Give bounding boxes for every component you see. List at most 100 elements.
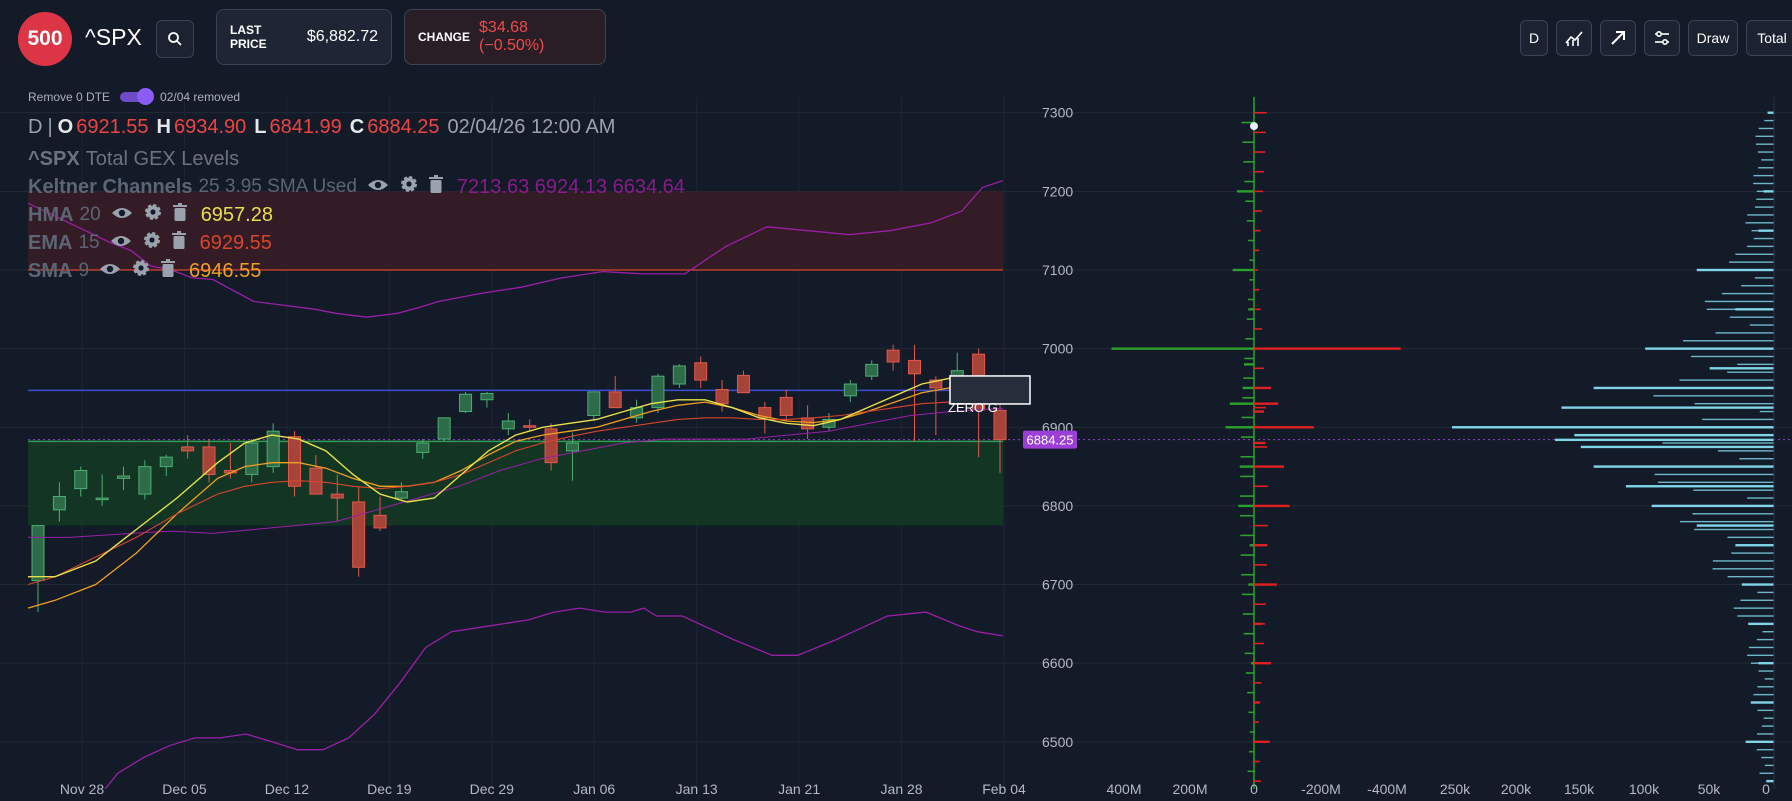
volume-x-tick-label: 50k (1698, 781, 1722, 797)
x-tick-label: Dec 12 (265, 781, 310, 797)
legend-ema[interactable]: EMA 15 6929.55 (28, 230, 272, 256)
legend-keltner[interactable]: Keltner Channels 25 3.95 SMA Used 7213.6… (28, 174, 685, 200)
candle-body (608, 391, 622, 409)
x-tick-label: Dec 05 (162, 781, 207, 797)
gex-negative-bar (1254, 505, 1268, 507)
gex-positive-bar (1243, 377, 1254, 379)
volume-bar (1737, 363, 1774, 366)
gex-positive-bar (1249, 731, 1254, 733)
arrow-up-right-icon (1611, 31, 1625, 45)
y-tick-label: 7100 (1042, 262, 1073, 278)
gex-positive-bar (1242, 613, 1254, 615)
gex-positive-bar (1238, 504, 1254, 508)
search-button[interactable] (156, 20, 194, 58)
candle-body (651, 375, 665, 409)
gex-positive-bar (1241, 121, 1254, 124)
volume-bar (1704, 300, 1774, 303)
gex-negative-bar (1254, 701, 1261, 704)
last-price-box: LAST PRICE $6,882.72 (216, 9, 392, 65)
gex-negative-bar (1254, 485, 1268, 488)
keltner-lower-line (104, 607, 1004, 790)
gex-positive-bar (1248, 583, 1254, 586)
sma-value: 6946.55 (189, 259, 262, 282)
volume-bar (1767, 111, 1774, 114)
volume-bar (1712, 568, 1774, 570)
volume-bar (1682, 340, 1774, 342)
gex-positive-bar (1240, 455, 1254, 458)
candle-body (181, 446, 195, 452)
gex-positive-bar (1244, 652, 1254, 655)
ticker-symbol[interactable]: ^SPX (85, 24, 142, 50)
volume-bar (1750, 583, 1774, 586)
gex-negative-bar (1254, 269, 1259, 271)
volume-bar (1758, 670, 1774, 672)
eye-icon[interactable] (110, 232, 132, 255)
volume-bar (1654, 473, 1774, 476)
volume-x-tick-label: 100k (1629, 781, 1660, 797)
low-label: L (254, 116, 267, 138)
gex-negative-bar (1254, 347, 1264, 350)
draw-button[interactable]: Draw (1688, 20, 1738, 56)
brand-logo[interactable]: 500 (18, 12, 72, 66)
volume-bar (1696, 268, 1774, 272)
gear-icon[interactable] (143, 202, 163, 228)
gex-negative-bar (1254, 564, 1268, 566)
trash-icon[interactable] (171, 231, 186, 255)
gex-negative-bar (1254, 328, 1262, 330)
volume-bar (1741, 285, 1774, 287)
trendline-button[interactable] (1600, 20, 1636, 56)
close-label: C (349, 116, 365, 138)
legend-hma[interactable]: HMA 20 6957.28 (28, 202, 273, 228)
volume-bar (1694, 402, 1774, 405)
sma-line (27, 387, 1004, 609)
volume-bar (1727, 575, 1774, 578)
gex-negative-bar (1254, 402, 1279, 405)
volume-bar (1561, 406, 1774, 409)
trash-icon[interactable] (428, 175, 443, 199)
volume-bar (1755, 143, 1774, 145)
open-value: 6921.55 (76, 116, 149, 138)
settings-button[interactable] (1644, 20, 1680, 56)
gex-negative-bar (1254, 603, 1266, 606)
remove-0dte-toggle[interactable] (120, 88, 155, 105)
volume-bar (1712, 560, 1774, 562)
gear-icon[interactable] (142, 230, 162, 256)
eye-icon[interactable] (111, 204, 133, 227)
candle-body (758, 407, 772, 419)
trash-icon[interactable] (172, 203, 187, 227)
volume-bar (1750, 662, 1774, 664)
volume-bar (1749, 324, 1774, 326)
last-price-value: $6,882.72 (306, 28, 378, 45)
candle-body (459, 393, 473, 413)
gear-icon[interactable] (131, 258, 151, 284)
volume-bar (1653, 426, 1774, 428)
candle-body (416, 442, 430, 453)
gex-positive-bar (1243, 161, 1254, 163)
volume-bar (1648, 387, 1774, 389)
gear-icon[interactable] (399, 174, 419, 200)
trash-icon[interactable] (161, 259, 176, 283)
interval-button[interactable]: D (1520, 20, 1548, 56)
gex-positive-bar (1240, 554, 1254, 556)
ohlc-interval: D (28, 116, 43, 138)
indicators-button[interactable] (1556, 20, 1592, 56)
hma-line (28, 377, 1004, 578)
gex-positive-bar (1225, 426, 1254, 429)
legend-sma[interactable]: SMA 9 6946.55 (28, 258, 261, 284)
volume-bar (1755, 206, 1774, 208)
eye-icon[interactable] (99, 260, 121, 283)
volume-bar (1715, 332, 1774, 334)
volume-bar (1761, 756, 1774, 759)
sliders-icon (1655, 30, 1669, 46)
volume-bar (1748, 623, 1774, 625)
candle-body (843, 383, 857, 397)
volume-bar (1747, 497, 1774, 499)
gex-positive-bar (1246, 220, 1254, 222)
gex-negative-bar (1254, 347, 1401, 350)
eye-icon[interactable] (367, 176, 389, 199)
volume-bar (1764, 678, 1774, 680)
ema-value: 6929.55 (199, 231, 272, 254)
total-button[interactable]: Total (1746, 20, 1792, 56)
volume-bar (1758, 167, 1774, 169)
